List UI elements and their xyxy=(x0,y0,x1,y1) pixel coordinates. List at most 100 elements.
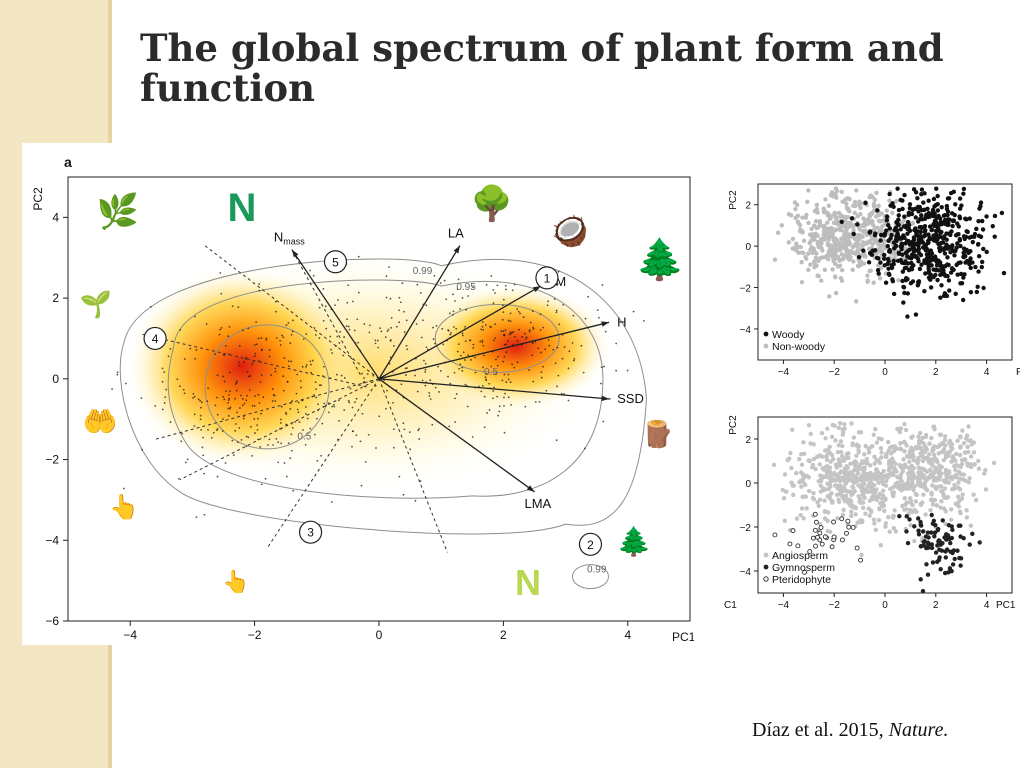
data-point xyxy=(222,395,225,398)
data-point xyxy=(905,314,910,319)
data-point xyxy=(852,199,858,205)
data-point xyxy=(929,490,934,495)
data-point xyxy=(835,516,840,521)
data-point xyxy=(507,378,510,381)
data-point xyxy=(814,202,820,208)
data-point xyxy=(164,396,167,399)
data-point xyxy=(944,242,949,247)
data-point xyxy=(901,457,906,462)
x-tick-label: 4 xyxy=(984,600,990,611)
data-point xyxy=(873,471,878,476)
data-point xyxy=(471,436,474,438)
data-point xyxy=(907,517,912,522)
data-point xyxy=(891,204,896,210)
data-point xyxy=(275,337,278,339)
data-point xyxy=(403,428,406,431)
data-point xyxy=(831,258,836,264)
data-point xyxy=(864,241,869,246)
data-point xyxy=(901,224,907,229)
data-point xyxy=(807,488,812,494)
data-point xyxy=(234,383,237,385)
data-point xyxy=(237,306,240,309)
data-point xyxy=(922,259,927,265)
data-point xyxy=(846,220,851,226)
data-point xyxy=(914,233,920,238)
data-point xyxy=(895,426,900,432)
data-point xyxy=(450,332,452,334)
data-point xyxy=(958,260,963,265)
data-point xyxy=(881,475,886,480)
data-point xyxy=(810,250,815,256)
data-point xyxy=(214,353,217,355)
data-point xyxy=(963,450,968,455)
data-point xyxy=(852,242,857,248)
data-point xyxy=(844,240,849,246)
data-point xyxy=(950,562,956,567)
legend-label: Angiosperm xyxy=(772,550,828,562)
data-point xyxy=(968,249,973,254)
data-point xyxy=(791,492,796,498)
data-point xyxy=(908,522,913,528)
data-point xyxy=(804,506,809,511)
data-point xyxy=(454,421,457,423)
data-point xyxy=(260,337,263,339)
data-point xyxy=(149,305,152,308)
circled-number-label: 1 xyxy=(544,271,551,285)
data-point xyxy=(873,527,879,532)
data-point xyxy=(509,312,512,315)
data-point xyxy=(797,456,802,462)
data-point xyxy=(858,211,863,217)
data-point xyxy=(878,471,884,477)
data-point xyxy=(976,241,981,247)
data-point xyxy=(789,465,794,471)
data-point xyxy=(905,226,910,232)
dashed-guide-line xyxy=(154,378,380,440)
data-point xyxy=(842,466,848,471)
citation-journal: Nature. xyxy=(888,719,949,741)
data-point xyxy=(968,523,974,528)
data-point xyxy=(925,572,931,577)
data-point xyxy=(901,300,906,305)
data-point xyxy=(389,297,392,300)
data-point xyxy=(961,246,967,251)
data-point xyxy=(349,387,352,390)
nitrogen-n-icon: N xyxy=(228,186,257,230)
data-point xyxy=(890,210,895,216)
data-point xyxy=(992,213,998,219)
data-point xyxy=(348,328,351,331)
y-axis-label: PC2 xyxy=(31,187,45,211)
data-point xyxy=(819,541,825,547)
data-point xyxy=(456,350,459,353)
data-point xyxy=(831,457,836,462)
data-point xyxy=(911,235,917,240)
data-point xyxy=(214,404,217,407)
data-point xyxy=(832,470,837,476)
data-point xyxy=(271,388,274,391)
data-point xyxy=(555,439,558,442)
data-point xyxy=(518,328,520,331)
data-point xyxy=(548,344,551,347)
data-point xyxy=(313,394,315,396)
tree-icon: 🌳 xyxy=(471,183,513,223)
data-point xyxy=(839,516,845,522)
data-point xyxy=(234,429,237,432)
data-point xyxy=(181,432,184,435)
y-tick-label: −4 xyxy=(740,325,752,336)
data-point xyxy=(891,526,897,531)
data-point xyxy=(874,440,880,445)
data-point xyxy=(227,401,230,404)
data-point xyxy=(872,203,877,208)
data-point xyxy=(824,457,830,462)
data-point xyxy=(957,206,963,211)
data-point xyxy=(827,495,832,500)
data-point xyxy=(961,234,967,239)
data-point xyxy=(818,489,824,494)
data-point xyxy=(448,425,451,428)
data-point xyxy=(364,461,367,463)
data-point xyxy=(501,318,504,321)
data-point xyxy=(497,355,499,358)
data-point xyxy=(180,440,183,443)
data-point xyxy=(879,455,884,460)
data-point xyxy=(287,442,290,445)
data-point xyxy=(870,444,875,449)
